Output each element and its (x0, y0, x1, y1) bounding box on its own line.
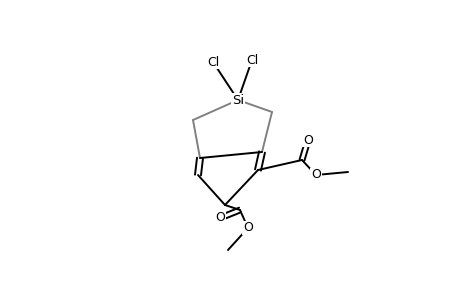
Text: O: O (310, 169, 320, 182)
Text: O: O (242, 221, 252, 235)
Text: O: O (215, 212, 224, 224)
Text: O: O (302, 134, 312, 146)
Text: Cl: Cl (246, 53, 257, 67)
Text: Si: Si (231, 94, 244, 106)
Text: Cl: Cl (207, 56, 218, 68)
